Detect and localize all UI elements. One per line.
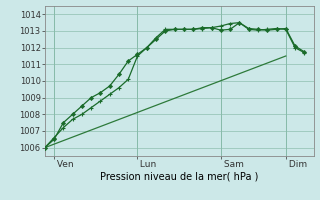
X-axis label: Pression niveau de la mer( hPa ): Pression niveau de la mer( hPa ) [100,172,258,182]
